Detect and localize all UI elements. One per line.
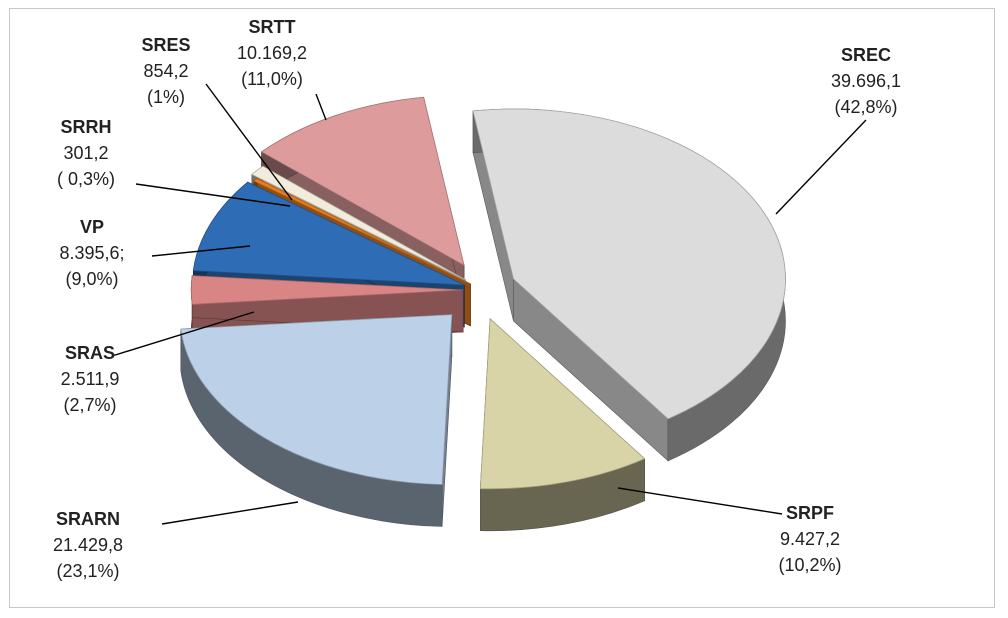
chart-frame [9, 8, 995, 608]
label-vp: VP 8.395,6; (9,0%) [12, 214, 172, 292]
label-srec-value: 39.696,1 [830, 71, 902, 91]
label-sras-value: 2.511,9 [60, 369, 120, 389]
leader-sres [205, 83, 293, 201]
leader-srpf [617, 487, 783, 515]
label-srtt-value: 10.169,2 [236, 43, 308, 63]
leader-lines [111, 83, 867, 525]
label-sres-name: SRES [141, 35, 191, 55]
label-srarn-value: 21.429,8 [52, 535, 124, 555]
label-srpf-name: SRPF [785, 503, 834, 523]
label-srpf-percent: (10,2%) [778, 555, 842, 575]
label-srtt-percent: (11,0%) [241, 69, 303, 89]
label-srarn-name: SRARN [55, 509, 120, 529]
leader-sras [111, 311, 255, 357]
label-vp-percent: (9,0%) [65, 269, 119, 289]
slice-srtt-top [260, 96, 465, 267]
leader-srarn [161, 501, 299, 525]
slice-srarn-top [180, 314, 453, 485]
label-srtt: SRTT 10.169,2 (11,0%) [192, 14, 352, 92]
leader-srec [775, 119, 867, 215]
label-srec-name: SREC [840, 45, 891, 65]
label-srrh-name: SRRH [60, 117, 112, 137]
pie-slices [180, 96, 786, 532]
label-srrh: SRRH 301,2 ( 0,3%) [6, 114, 166, 192]
label-sres-percent: (1%) [146, 87, 185, 107]
leader-srrh [135, 183, 291, 207]
slice-srrh-top [253, 178, 471, 285]
label-srec-percent: (42,8%) [834, 97, 898, 117]
label-srarn-percent: (23,1%) [56, 561, 120, 581]
leader-srtt [315, 93, 327, 121]
label-srrh-percent: ( 0,3%) [56, 169, 116, 189]
label-sras-name: SRAS [64, 343, 115, 363]
label-srpf-value: 9.427,2 [779, 529, 841, 549]
slice-srarn [180, 314, 453, 527]
label-srpf: SRPF 9.427,2 (10,2%) [730, 500, 890, 578]
label-srrh-value: 301,2 [63, 143, 109, 163]
slice-sras-top [190, 275, 464, 305]
slice-srpf-top [479, 317, 646, 490]
label-sres-value: 854,2 [143, 61, 189, 81]
slice-srpf [479, 317, 646, 532]
slice-vp-top [192, 181, 465, 286]
slice-srec [472, 108, 786, 462]
slice-srec-top [472, 108, 786, 420]
label-srarn: SRARN 21.429,8 (23,1%) [8, 506, 168, 584]
label-srec: SREC 39.696,1 (42,8%) [786, 42, 946, 120]
label-srtt-name: SRTT [248, 17, 296, 37]
label-sras-percent: (2,7%) [63, 395, 117, 415]
label-vp-value: 8.395,6; [59, 243, 125, 263]
leader-vp [151, 245, 251, 257]
label-sras: SRAS 2.511,9 (2,7%) [10, 340, 170, 418]
label-sres: SRES 854,2 (1%) [86, 32, 246, 110]
slice-sres-top [251, 165, 466, 281]
label-vp-name: VP [79, 217, 104, 237]
